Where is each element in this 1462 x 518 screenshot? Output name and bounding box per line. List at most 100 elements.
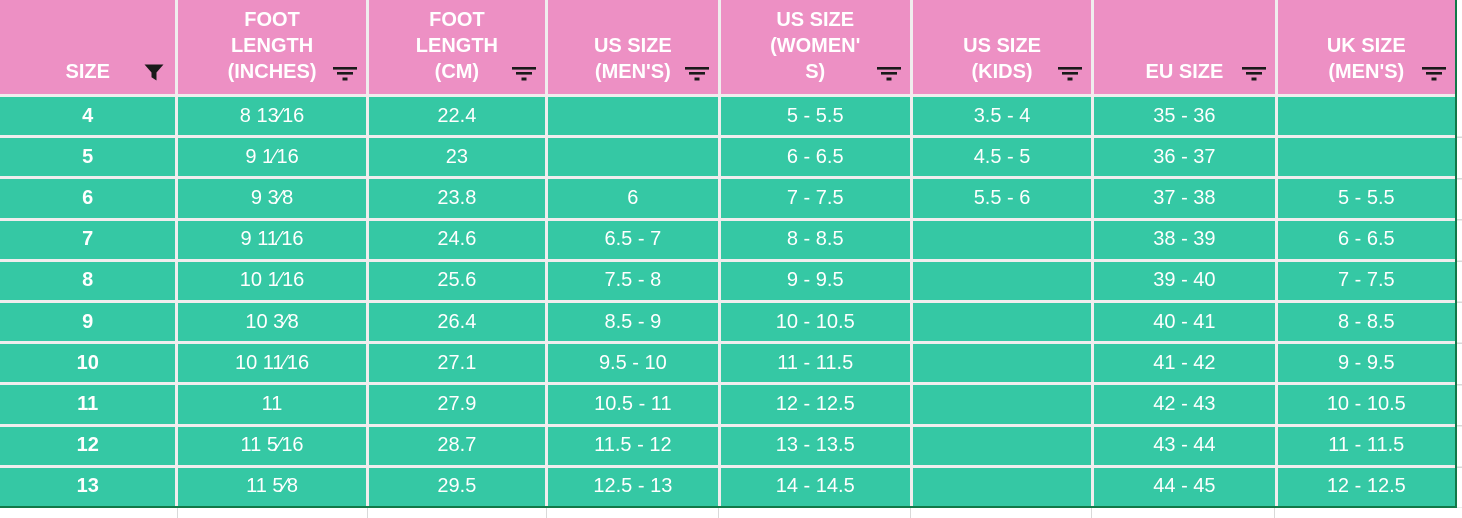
table-cell[interactable]: 26.4	[368, 303, 546, 342]
table-cell[interactable]: 13	[0, 467, 176, 506]
table-cell[interactable]	[1277, 97, 1455, 136]
size-table: SIZE FOOT LENGTH (INCHES) FOOT LENGTH (C…	[0, 0, 1455, 506]
filter-lines-icon[interactable]	[1058, 63, 1083, 81]
table-cell[interactable]: 39 - 40	[1094, 261, 1275, 300]
table-cell[interactable]: 35 - 36	[1094, 97, 1275, 136]
table-cell[interactable]: 9 11⁄16	[178, 220, 366, 259]
table-cell[interactable]: 12	[0, 426, 176, 465]
table-cell[interactable]	[548, 97, 718, 136]
table-cell[interactable]: 6	[548, 179, 718, 218]
table-cell[interactable]: 5.5 - 6	[912, 179, 1092, 218]
table-cell[interactable]: 11 5⁄8	[178, 467, 366, 506]
table-cell[interactable]: 43 - 44	[1094, 426, 1275, 465]
table-cell[interactable]: 8 13⁄16	[178, 97, 366, 136]
filter-lines-icon[interactable]	[1422, 63, 1446, 81]
table-cell[interactable]: 14 - 14.5	[720, 467, 910, 506]
table-cell[interactable]: 5 - 5.5	[720, 97, 910, 136]
table-cell[interactable]: 37 - 38	[1094, 179, 1275, 218]
table-cell[interactable]: 8	[0, 261, 176, 300]
table-cell[interactable]	[1277, 138, 1455, 177]
column-header-uk-size-mens: UK SIZE (MEN'S)	[1277, 0, 1455, 94]
table-cell[interactable]: 23.8	[368, 179, 546, 218]
table-cell[interactable]: 25.6	[368, 261, 546, 300]
table-cell[interactable]: 40 - 41	[1094, 303, 1275, 342]
table-cell[interactable]: 42 - 43	[1094, 385, 1275, 424]
column-header-label: FOOT LENGTH (CM)	[415, 9, 498, 83]
table-cell[interactable]: 10	[0, 344, 176, 383]
table-cell[interactable]: 41 - 42	[1094, 344, 1275, 383]
table-cell[interactable]: 7	[0, 220, 176, 259]
table-cell[interactable]: 28.7	[368, 426, 546, 465]
table-cell[interactable]: 9 - 9.5	[1277, 344, 1455, 383]
table-cell[interactable]: 10 3⁄8	[178, 303, 366, 342]
table-cell[interactable]: 8.5 - 9	[548, 303, 718, 342]
table-cell[interactable]: 11.5 - 12	[548, 426, 718, 465]
filter-lines-icon[interactable]	[876, 63, 901, 81]
table-cell[interactable]: 13 - 13.5	[720, 426, 910, 465]
table-cell[interactable]: 38 - 39	[1094, 220, 1275, 259]
table-cell[interactable]: 9	[0, 303, 176, 342]
table-cell[interactable]: 11	[0, 385, 176, 424]
table-cell[interactable]: 8 - 8.5	[720, 220, 910, 259]
table-cell[interactable]	[912, 385, 1092, 424]
table-cell[interactable]	[548, 138, 718, 177]
column-header-label: EU SIZE	[1145, 61, 1224, 83]
table-cell[interactable]: 12.5 - 13	[548, 467, 718, 506]
table-cell[interactable]: 27.9	[368, 385, 546, 424]
table-cell[interactable]: 22.4	[368, 97, 546, 136]
table-cell[interactable]: 11	[178, 385, 366, 424]
table-cell[interactable]: 5 - 5.5	[1277, 179, 1455, 218]
table-cell[interactable]	[912, 467, 1092, 506]
column-header-us-size-kids: US SIZE (KIDS)	[912, 0, 1092, 94]
table-cell[interactable]: 6.5 - 7	[548, 220, 718, 259]
table-cell[interactable]: 4.5 - 5	[912, 138, 1092, 177]
table-cell[interactable]	[912, 303, 1092, 342]
table-cell[interactable]: 6 - 6.5	[1277, 220, 1455, 259]
table-cell[interactable]: 29.5	[368, 467, 546, 506]
table-cell[interactable]: 11 - 11.5	[720, 344, 910, 383]
table-cell[interactable]: 6 - 6.5	[720, 138, 910, 177]
table-cell[interactable]: 12 - 12.5	[720, 385, 910, 424]
filter-lines-icon[interactable]	[1241, 63, 1266, 81]
table-cell[interactable]	[912, 344, 1092, 383]
table-cell[interactable]: 6	[0, 179, 176, 218]
table-cell[interactable]: 9.5 - 10	[548, 344, 718, 383]
table-cell[interactable]: 10 - 10.5	[1277, 385, 1455, 424]
table-cell[interactable]: 10 11⁄16	[178, 344, 366, 383]
table-cell[interactable]: 11 5⁄16	[178, 426, 366, 465]
table-cell[interactable]	[912, 426, 1092, 465]
table-cell[interactable]: 11 - 11.5	[1277, 426, 1455, 465]
table-cell[interactable]: 24.6	[368, 220, 546, 259]
column-header-us-size-womens: US SIZE (WOMEN'S)	[720, 0, 910, 94]
table-cell[interactable]: 44 - 45	[1094, 467, 1275, 506]
table-cell[interactable]: 10 - 10.5	[720, 303, 910, 342]
table-cell[interactable]: 9 1⁄16	[178, 138, 366, 177]
filter-lines-icon[interactable]	[332, 63, 357, 81]
table-cell[interactable]: 10 1⁄16	[178, 261, 366, 300]
table-cell[interactable]: 9 3⁄8	[178, 179, 366, 218]
table-cell[interactable]: 4	[0, 97, 176, 136]
column-header-eu-size: EU SIZE	[1094, 0, 1275, 94]
table-cell[interactable]: 10.5 - 11	[548, 385, 718, 424]
funnel-icon[interactable]	[142, 63, 166, 81]
table-cell[interactable]: 12 - 12.5	[1277, 467, 1455, 506]
table-cell[interactable]: 9 - 9.5	[720, 261, 910, 300]
spreadsheet-margin-bottom	[0, 508, 1455, 518]
table-cell[interactable]: 7.5 - 8	[548, 261, 718, 300]
column-header-label: UK SIZE (MEN'S)	[1326, 35, 1406, 83]
table-cell[interactable]	[912, 261, 1092, 300]
table-cell[interactable]: 36 - 37	[1094, 138, 1275, 177]
filter-lines-icon[interactable]	[512, 63, 537, 81]
table-cell[interactable]: 7 - 7.5	[720, 179, 910, 218]
table-cell[interactable]: 8 - 8.5	[1277, 303, 1455, 342]
table-cell[interactable]	[912, 220, 1092, 259]
table-cell[interactable]: 23	[368, 138, 546, 177]
table-cell[interactable]: 7 - 7.5	[1277, 261, 1455, 300]
table-cell[interactable]: 27.1	[368, 344, 546, 383]
spreadsheet-margin-right	[1457, 97, 1462, 508]
table-outer-border: SIZE FOOT LENGTH (INCHES) FOOT LENGTH (C…	[0, 0, 1457, 508]
table-cell[interactable]: 5	[0, 138, 176, 177]
table-cell[interactable]: 3.5 - 4	[912, 97, 1092, 136]
filter-lines-icon[interactable]	[684, 63, 709, 81]
